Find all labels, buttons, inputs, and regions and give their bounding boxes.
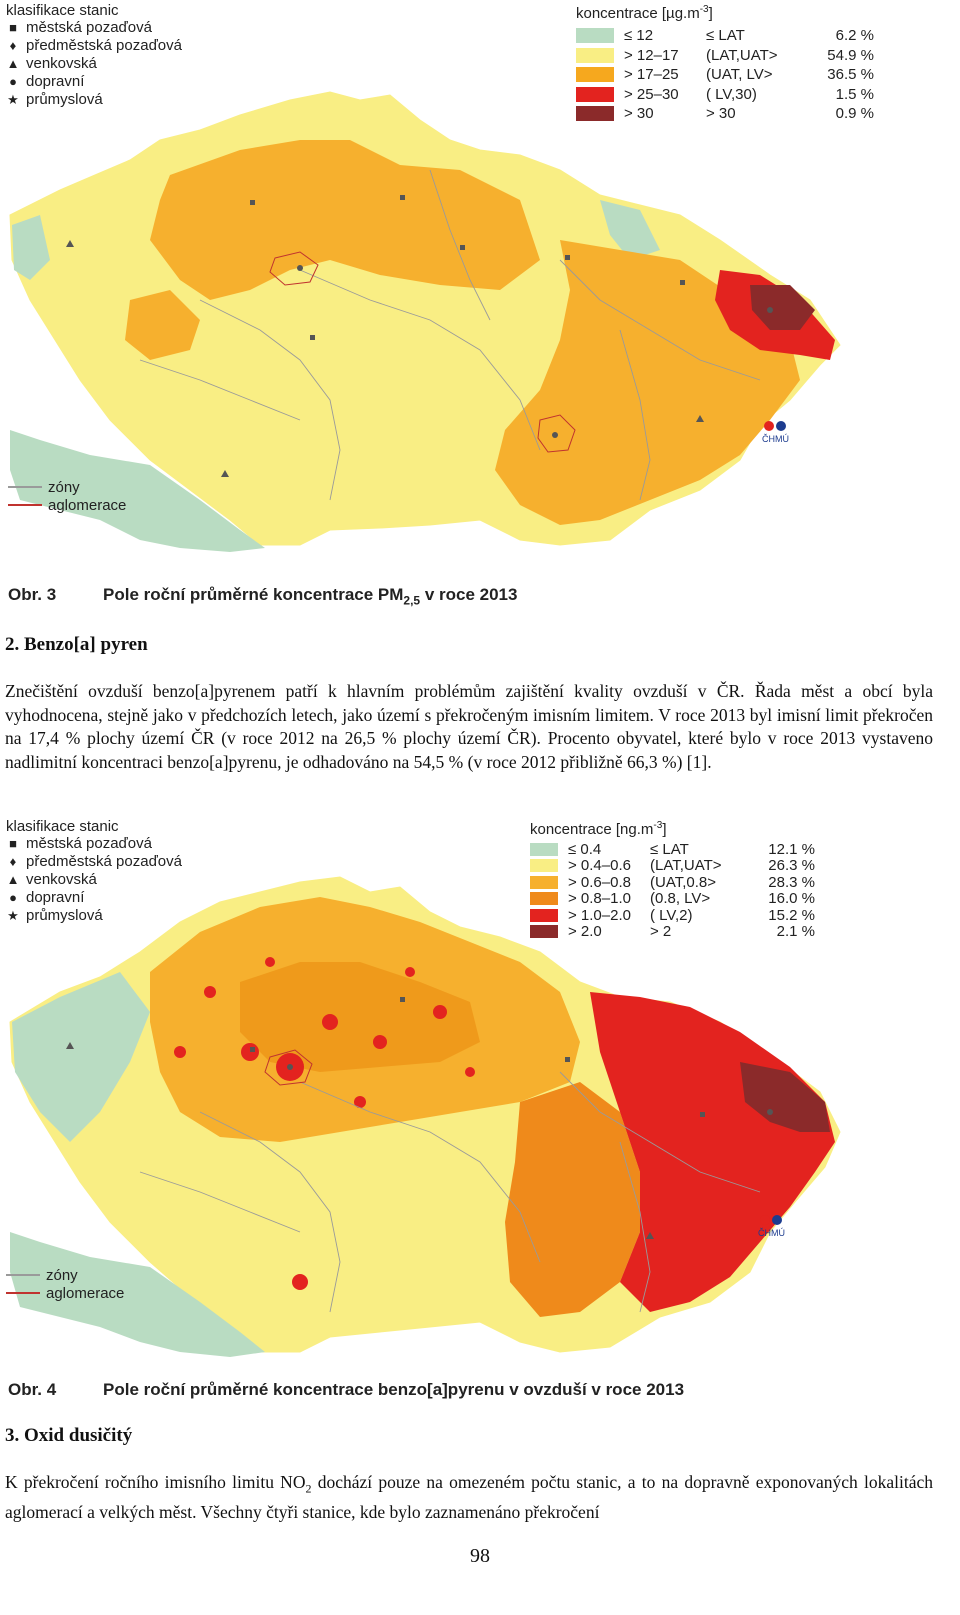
station-legend-title: klasifikace stanic [6, 818, 119, 835]
pm25-concentration-legend: koncentrace [µg.m-3] ≤ 12 ≤ LAT 6.2 % > 12… [576, 4, 874, 124]
section-paragraph: Znečištění ovzduší benzo[a]pyrenem patří… [5, 681, 933, 772]
pm25-zone-lines [139, 169, 761, 501]
pm25-station-legend: klasifikace stanic ■ městská pozaďová ♦ př… [6, 2, 182, 109]
section-heading: 3. Oxid dusičitý [5, 1425, 133, 1446]
station-legend-item: ● dopravní [6, 73, 182, 91]
bap-darkred-area [740, 1062, 830, 1132]
bap-prague-aglomerace [264, 1049, 313, 1086]
concentration-legend-row: > 0.8–1.0 (0.8, LV> 16.0 % [530, 890, 815, 907]
concentration-legend-row: > 0.6–0.8 (UAT,0.8> 28.3 % [530, 874, 815, 891]
pm25-brno-aglomerace [537, 414, 576, 453]
chmu-logo-icon [763, 421, 786, 431]
station-legend-item: ★ průmyslová [7, 91, 103, 108]
concentration-legend-row: > 17–25 (UAT, LV> 36.5 % [576, 65, 874, 85]
pm25-map-graphic [9, 91, 841, 552]
concentration-legend-row: ≤ 12 ≤ LAT 6.2 % [576, 26, 874, 46]
pm25-orange-west [125, 290, 200, 360]
concentration-legend-row: > 1.0–2.0( LV,2) 15.2 % [530, 907, 815, 924]
station-legend-item: ● dopravní [6, 889, 182, 907]
pm25-green-ne [600, 200, 660, 260]
pm25-darkred-area [750, 285, 815, 330]
pm25-stations [66, 195, 773, 477]
pm25-green-sw [10, 430, 265, 552]
station-legend-item: ♦ předměstská pozaďová [6, 853, 182, 871]
chmu-logo: ČHMÚ [762, 420, 789, 444]
square-icon: ■ [9, 836, 17, 851]
pm25-zones-legend: zóny aglomerace [8, 478, 126, 514]
bap-green-w [12, 972, 150, 1142]
pm25-orange-north [150, 140, 540, 300]
bap-orange-mid [240, 962, 480, 1072]
bap-zone-lines [139, 1071, 761, 1313]
section-paragraph: K překročení ročního imisního limitu NO2… [5, 1472, 933, 1522]
star-icon: ★ [7, 908, 19, 923]
pm25-prague-aglomerace [269, 251, 319, 286]
pm25-green-w [12, 215, 50, 280]
pm25-map [0, 0, 960, 570]
chmu-logo: ČHMÚ [758, 1214, 785, 1238]
bap-stations [66, 997, 773, 1239]
figure-caption-3: Obr. 3 Pole roční průměrné koncentrace PM… [8, 585, 518, 608]
bap-green-sw [10, 1232, 265, 1357]
star-icon: ★ [7, 92, 19, 107]
station-legend-item: ▲ venkovská [6, 871, 97, 888]
station-legend-item: ▲ venkovská [6, 55, 97, 72]
station-legend-item: ■ městská pozaďová [6, 835, 182, 853]
diamond-icon: ♦ [9, 854, 17, 869]
concentration-legend-row: > 25–30( LV,30) 1.5 % [576, 85, 874, 105]
diamond-icon: ♦ [9, 38, 17, 53]
concentration-legend-title: koncentrace [µg.m-3] [576, 4, 713, 22]
station-legend-title: klasifikace stanic [6, 2, 119, 19]
bap-station-legend: klasifikace stanic ■ městská pozaďová ♦ př… [6, 818, 182, 925]
circle-icon: ● [9, 74, 17, 89]
station-legend-item: ♦ předměstská pozaďová [6, 37, 182, 55]
station-legend-item: ■ městská pozaďová [6, 19, 182, 37]
figure-caption-4: Obr. 4 Pole roční průměrné koncentrace be… [8, 1380, 685, 1399]
concentration-legend-row: > 2.0 > 2 2.1 % [530, 923, 815, 940]
square-icon: ■ [9, 20, 17, 35]
concentration-legend-row: > 30 > 30 0.9 % [576, 104, 874, 124]
circle-icon: ● [9, 890, 17, 905]
concentration-legend-row: > 0.4–0.6 (LAT,UAT> 26.3 % [530, 857, 815, 874]
concentration-legend-title: koncentrace [ng.m-3] [530, 820, 667, 838]
bap-concentration-legend: koncentrace [ng.m-3] ≤ 0.4 ≤ LAT 12.1 % > … [530, 820, 815, 940]
station-legend-item: ★ průmyslová [7, 907, 103, 924]
concentration-legend-row: ≤ 0.4 ≤ LAT 12.1 % [530, 841, 815, 858]
section-heading: 2. Benzo[a] pyren [5, 634, 148, 655]
bap-orange-east [505, 1082, 640, 1317]
page-number: 98 [470, 1545, 490, 1567]
bap-map-graphic [9, 876, 841, 1357]
concentration-legend-row: > 12–17 (LAT,UAT> 54.9 % [576, 46, 874, 66]
bap-zones-legend: zóny aglomerace [6, 1266, 124, 1302]
chmu-logo-icon [759, 1215, 782, 1225]
triangle-icon: ▲ [6, 872, 20, 887]
triangle-icon: ▲ [6, 56, 20, 71]
bap-map [0, 812, 960, 1372]
